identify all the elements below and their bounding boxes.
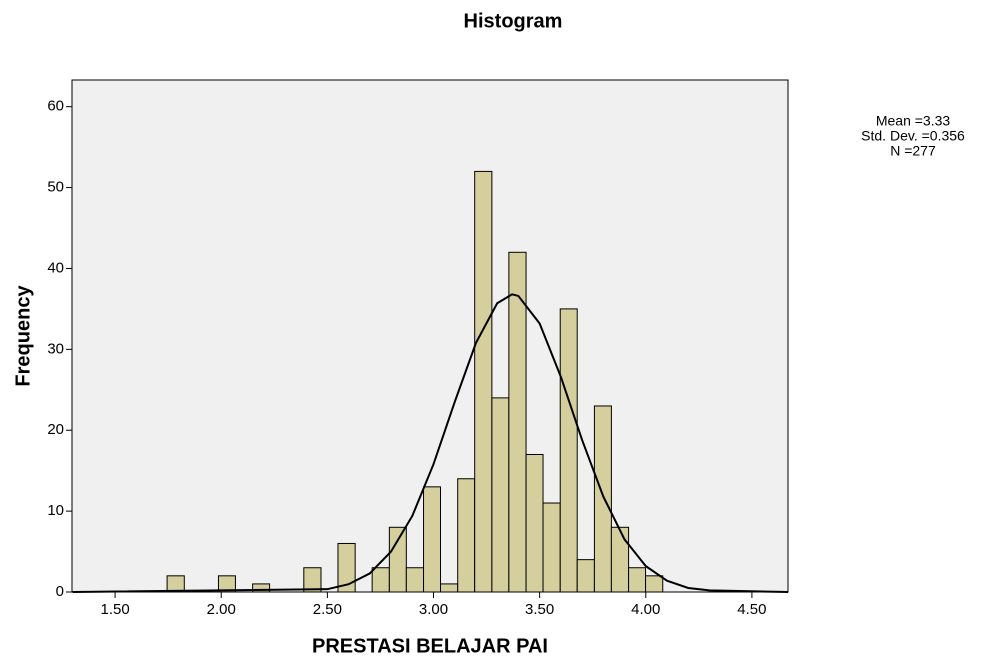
stats-line: N =277 [890,143,936,159]
x-tick-label: 4.50 [737,601,766,618]
y-axis-label: Frequency [12,285,34,387]
bar [491,397,510,593]
y-tick-label: 20 [47,421,64,438]
bar [628,567,647,593]
bar [423,486,442,593]
bar [440,583,459,593]
bar [525,453,544,593]
stats-line: Std. Dev. =0.356 [861,128,965,144]
bar [405,567,425,593]
x-tick-label: 2.50 [313,601,342,618]
bar [166,575,185,593]
y-tick-label: 0 [56,583,64,600]
normal-curve [72,293,789,593]
x-tick-label: 2.00 [207,601,236,618]
bar [508,251,527,593]
bar [252,583,271,593]
bar [645,575,664,593]
y-tick-label: 10 [47,502,64,519]
bar [303,567,322,593]
bar [576,559,595,593]
y-tick-label: 50 [47,179,64,196]
bar [474,170,493,593]
x-axis-label: PRESTASI BELAJAR PAI [312,635,548,657]
x-tick-label: 3.00 [419,601,448,618]
bar [371,567,390,593]
bar [559,308,578,593]
bar [337,542,356,593]
bar [593,405,612,593]
bar [388,526,407,593]
y-tick-label: 60 [47,98,64,115]
x-tick-label: 4.00 [631,601,660,618]
y-tick-label: 40 [47,259,64,276]
bar [457,478,476,593]
bar [610,526,630,593]
stats-line: Mean =3.33 [876,113,951,129]
y-tick-label: 30 [47,340,64,357]
x-tick-label: 3.50 [525,601,554,618]
bar [542,502,561,593]
chart-title: Histogram [464,10,563,32]
bar [217,575,236,593]
x-tick-label: 1.50 [100,601,129,618]
